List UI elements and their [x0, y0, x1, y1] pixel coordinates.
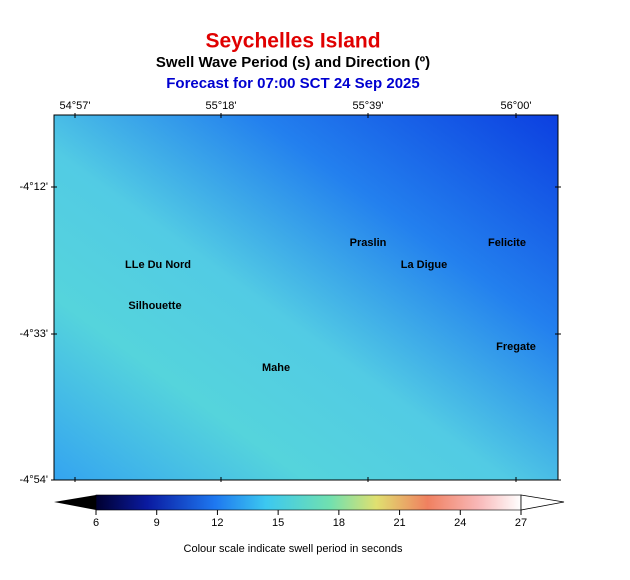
place-label: Praslin	[350, 237, 387, 249]
subtitle: Swell Wave Period (s) and Direction (º)	[156, 54, 430, 71]
place-label: LLe Du Nord	[125, 259, 191, 271]
colorbar-high-arrow	[520, 494, 565, 511]
place-label: La Digue	[401, 259, 447, 271]
map-area	[53, 114, 559, 481]
title: Seychelles Island	[205, 30, 380, 53]
lat-label: -4°54'	[19, 474, 48, 486]
colorbar-tick-label: 12	[211, 517, 223, 529]
lon-label: 56°00'	[501, 100, 532, 112]
lat-label: -4°33'	[19, 328, 48, 340]
colorbar-tick-label: 15	[272, 517, 284, 529]
colorbar-low-arrow	[54, 495, 96, 510]
lon-label: 54°57'	[60, 100, 91, 112]
place-label: Silhouette	[128, 300, 181, 312]
colorbar-tick-label: 21	[393, 517, 405, 529]
colorbar-tick-label: 9	[154, 517, 160, 529]
place-label: Mahe	[262, 362, 290, 374]
colorbar-tick-label: 27	[515, 517, 527, 529]
lon-label: 55°39'	[353, 100, 384, 112]
colorbar-tick-label: 6	[93, 517, 99, 529]
lat-label: -4°12'	[19, 181, 48, 193]
colorbar-tick-label: 24	[454, 517, 466, 529]
forecast: Forecast for 07:00 SCT 24 Sep 2025	[166, 75, 419, 92]
colorbar	[95, 494, 522, 511]
lon-label: 55°18'	[206, 100, 237, 112]
colorbar-tick-label: 18	[333, 517, 345, 529]
place-label: Felicite	[488, 237, 526, 249]
colorbar-caption: Colour scale indicate swell period in se…	[184, 543, 403, 555]
place-label: Fregate	[496, 341, 536, 353]
